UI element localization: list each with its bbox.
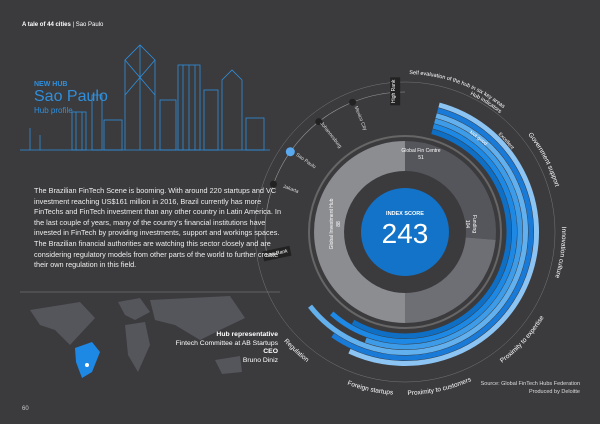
segment-value: 51 <box>418 155 424 161</box>
area-label: Foreign startups <box>346 380 394 397</box>
rank-high: High Rank <box>391 79 397 103</box>
arc-label-text: Self evaluation of the hub in six key ar… <box>409 70 506 110</box>
score-value: 243 <box>382 218 429 249</box>
inner-ring <box>308 135 502 329</box>
world-map <box>30 296 245 374</box>
rep-heading: Hub representative <box>216 331 278 338</box>
rank-low: Low Rank <box>265 248 288 259</box>
area-band <box>351 129 512 339</box>
rep-org: Fintech Committee at AB Startups <box>175 339 278 347</box>
area-label: Proximity to expertise <box>499 314 546 364</box>
outer-ring <box>254 81 556 383</box>
score-disc <box>361 188 449 276</box>
city-label: Mexico City <box>353 105 368 132</box>
city-dot <box>349 98 357 106</box>
rank-line <box>264 91 406 257</box>
hub-name: Sao Paulo <box>34 88 108 105</box>
arc-label: Self evaluation of the hub in six key ar… <box>409 70 506 110</box>
body-text: The Brazilian FinTech Scene is booming. … <box>34 186 282 270</box>
header-city: Sao Paulo <box>75 22 104 28</box>
hub-tag: NEW HUB <box>34 81 68 88</box>
representative: Hub representative Fintech Committee at … <box>160 331 278 365</box>
arc-label: Innovation culture <box>553 227 567 280</box>
city-label: Johannesburg <box>319 121 343 150</box>
segment-value: 88 <box>336 221 342 227</box>
area-band <box>308 113 528 355</box>
series-title: A tale of 44 cities <box>22 22 71 28</box>
arc-label-text: Innovation culture <box>553 227 567 280</box>
skyline <box>20 44 270 151</box>
area-label-text: Regulation <box>282 338 310 364</box>
area-label: Regulation <box>282 338 310 364</box>
rep-name: Bruno Diniz <box>242 356 278 364</box>
arc-label: Government support <box>527 132 561 188</box>
score-segment <box>314 141 406 323</box>
segment-name: Funding <box>471 215 477 233</box>
arc-label-text: Government support <box>527 132 561 188</box>
city-dot <box>315 118 323 126</box>
rank-badge <box>262 245 292 262</box>
segment-value: 104 <box>464 220 470 229</box>
city-label: Sao Paulo <box>294 152 317 170</box>
segment-name: Global Fin Centre <box>401 148 440 154</box>
area-band <box>330 123 517 344</box>
area-band <box>331 107 534 361</box>
city-dot <box>285 147 295 157</box>
area-label-text: Proximity to expertise <box>499 314 546 364</box>
brazil <box>75 342 100 378</box>
hub-subtitle: Hub profile <box>34 106 73 115</box>
area-label-text: Foreign startups <box>346 380 394 397</box>
segment-name: Global Investment Hub <box>329 198 335 249</box>
city-dot <box>269 180 277 188</box>
score-title: INDEX SCORE <box>386 211 424 217</box>
score-segment <box>404 236 496 323</box>
credits: Source: Global FinTech Hubs Federation P… <box>420 381 580 396</box>
segment-label: Global Investment Hub 88 <box>329 198 342 249</box>
area-band <box>364 118 523 350</box>
source: Source: Global FinTech Hubs Federation <box>480 381 580 387</box>
area-band <box>348 102 539 366</box>
rep-role: CEO <box>263 348 278 355</box>
score-segment <box>404 141 496 240</box>
page-number: 60 <box>22 406 29 412</box>
producer: Produced by Deloitte <box>528 388 580 395</box>
rank-badge <box>390 77 401 106</box>
city-dot <box>85 363 89 367</box>
header: A tale of 44 cities | Sao Paulo <box>22 22 104 28</box>
city-label: Jakarta <box>282 184 300 195</box>
